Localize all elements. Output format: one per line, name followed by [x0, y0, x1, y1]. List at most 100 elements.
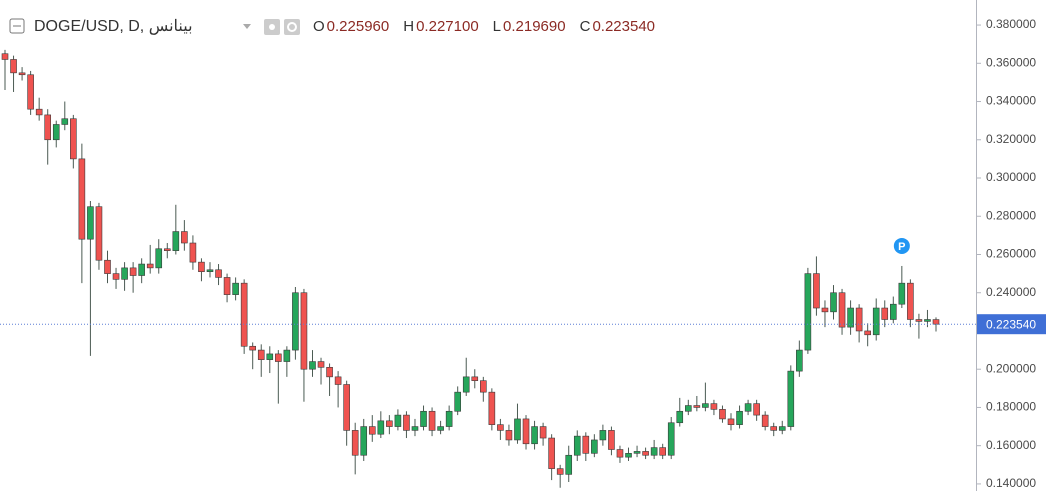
candle-body: [351, 430, 359, 456]
candle-body: [18, 72, 26, 76]
y-tick-label: 0.380000: [986, 17, 1036, 31]
candle-body: [343, 384, 350, 431]
candle-body: [924, 319, 931, 322]
candle-body: [881, 307, 889, 320]
legend-value: 0.225960: [327, 18, 390, 35]
candle-body: [52, 124, 60, 141]
candle-body: [770, 426, 778, 431]
dropdown[interactable]: [243, 24, 251, 29]
legend-key: H: [403, 18, 414, 35]
candle-body: [266, 353, 274, 360]
candle-body: [591, 439, 598, 454]
candle-body: [334, 376, 342, 385]
marker-badge: [893, 237, 910, 254]
candle-body: [87, 206, 94, 240]
collapse-icon[interactable]: [9, 18, 25, 34]
candle-body: [386, 420, 393, 427]
candle-body: [445, 410, 453, 427]
candle-body: [146, 263, 154, 269]
candle-body: [573, 435, 581, 456]
candle-body: [727, 418, 735, 425]
eye-pupil: [269, 24, 275, 30]
candle-body: [95, 206, 103, 261]
candle-body: [129, 267, 137, 276]
candle-body: [326, 366, 333, 378]
y-tick-label: 0.180000: [986, 400, 1036, 414]
y-tick-label: 0.200000: [986, 361, 1036, 375]
candle-body: [488, 391, 496, 425]
candle-body: [394, 414, 402, 427]
candle-body: [889, 303, 897, 320]
candle-body: [112, 273, 120, 280]
candle-body: [685, 405, 692, 412]
candle-body: [514, 418, 521, 441]
last-price-label: 0.223540: [986, 317, 1036, 331]
settings-icon[interactable]: [284, 19, 300, 35]
candle-body: [155, 248, 163, 269]
y-tick-label: 0.320000: [986, 132, 1036, 146]
candle-body: [471, 376, 479, 381]
y-tick-label: 0.160000: [986, 438, 1036, 452]
candle-body: [411, 426, 419, 431]
candle-body: [761, 414, 769, 427]
candle-body: [531, 426, 538, 445]
candle-body: [505, 430, 513, 441]
candle-body: [462, 376, 470, 393]
candle-body: [292, 292, 299, 351]
symbol-title: DOGE/USD, D, بينانس: [34, 18, 193, 35]
ohlc-legend: O 0.225960 H 0.227100 L 0.219690 C 0.223540: [313, 18, 655, 35]
candle-body: [78, 158, 86, 240]
candle-body: [10, 59, 17, 74]
candle-body: [121, 267, 128, 280]
candle-body: [360, 426, 368, 456]
candle-body: [249, 345, 256, 351]
candle-body: [599, 430, 607, 441]
legend-key: O: [313, 18, 325, 35]
candle-body: [813, 273, 820, 309]
gear: [287, 22, 297, 32]
candle-body: [650, 447, 658, 456]
candle-body: [915, 319, 923, 322]
y-tick-label: 0.340000: [986, 94, 1036, 108]
candle-body: [163, 248, 171, 251]
candle-body: [753, 403, 760, 416]
candle-body: [539, 426, 547, 439]
legend-key: L: [493, 18, 501, 35]
candle-body: [676, 410, 684, 424]
candle-body: [377, 420, 385, 435]
candle-body: [420, 410, 427, 427]
candle-body: [189, 242, 197, 263]
candle-body: [275, 353, 282, 362]
y-tick-label: 0.280000: [986, 208, 1036, 222]
candle-body: [744, 403, 752, 412]
candle-body: [693, 405, 701, 408]
candle-body: [608, 430, 615, 450]
candle-body: [556, 468, 564, 475]
candle-body: [215, 269, 222, 278]
candle-body: [403, 414, 410, 431]
candle-body: [428, 410, 436, 431]
candle-body: [27, 74, 34, 110]
y-tick-label: 0.260000: [986, 247, 1036, 261]
candle-body: [864, 330, 871, 336]
candle-body: [206, 269, 214, 272]
candle-body: [625, 453, 632, 458]
candle-body: [872, 307, 880, 336]
y-tick-label: 0.360000: [986, 55, 1036, 69]
legend-value: 0.227100: [416, 18, 479, 35]
candle-body: [804, 273, 812, 351]
candle-body: [898, 282, 906, 305]
candle-body: [830, 292, 837, 313]
candle-body: [309, 361, 316, 370]
candle-body: [702, 403, 709, 408]
candle-body: [300, 292, 308, 370]
candle-body: [855, 307, 863, 332]
candle-body: [283, 349, 291, 362]
candle-body: [932, 319, 940, 325]
candle-body: [35, 108, 43, 116]
candle-body: [659, 447, 666, 456]
candle-body: [778, 426, 786, 431]
candle-body: [642, 451, 649, 456]
candle-body: [497, 424, 504, 431]
